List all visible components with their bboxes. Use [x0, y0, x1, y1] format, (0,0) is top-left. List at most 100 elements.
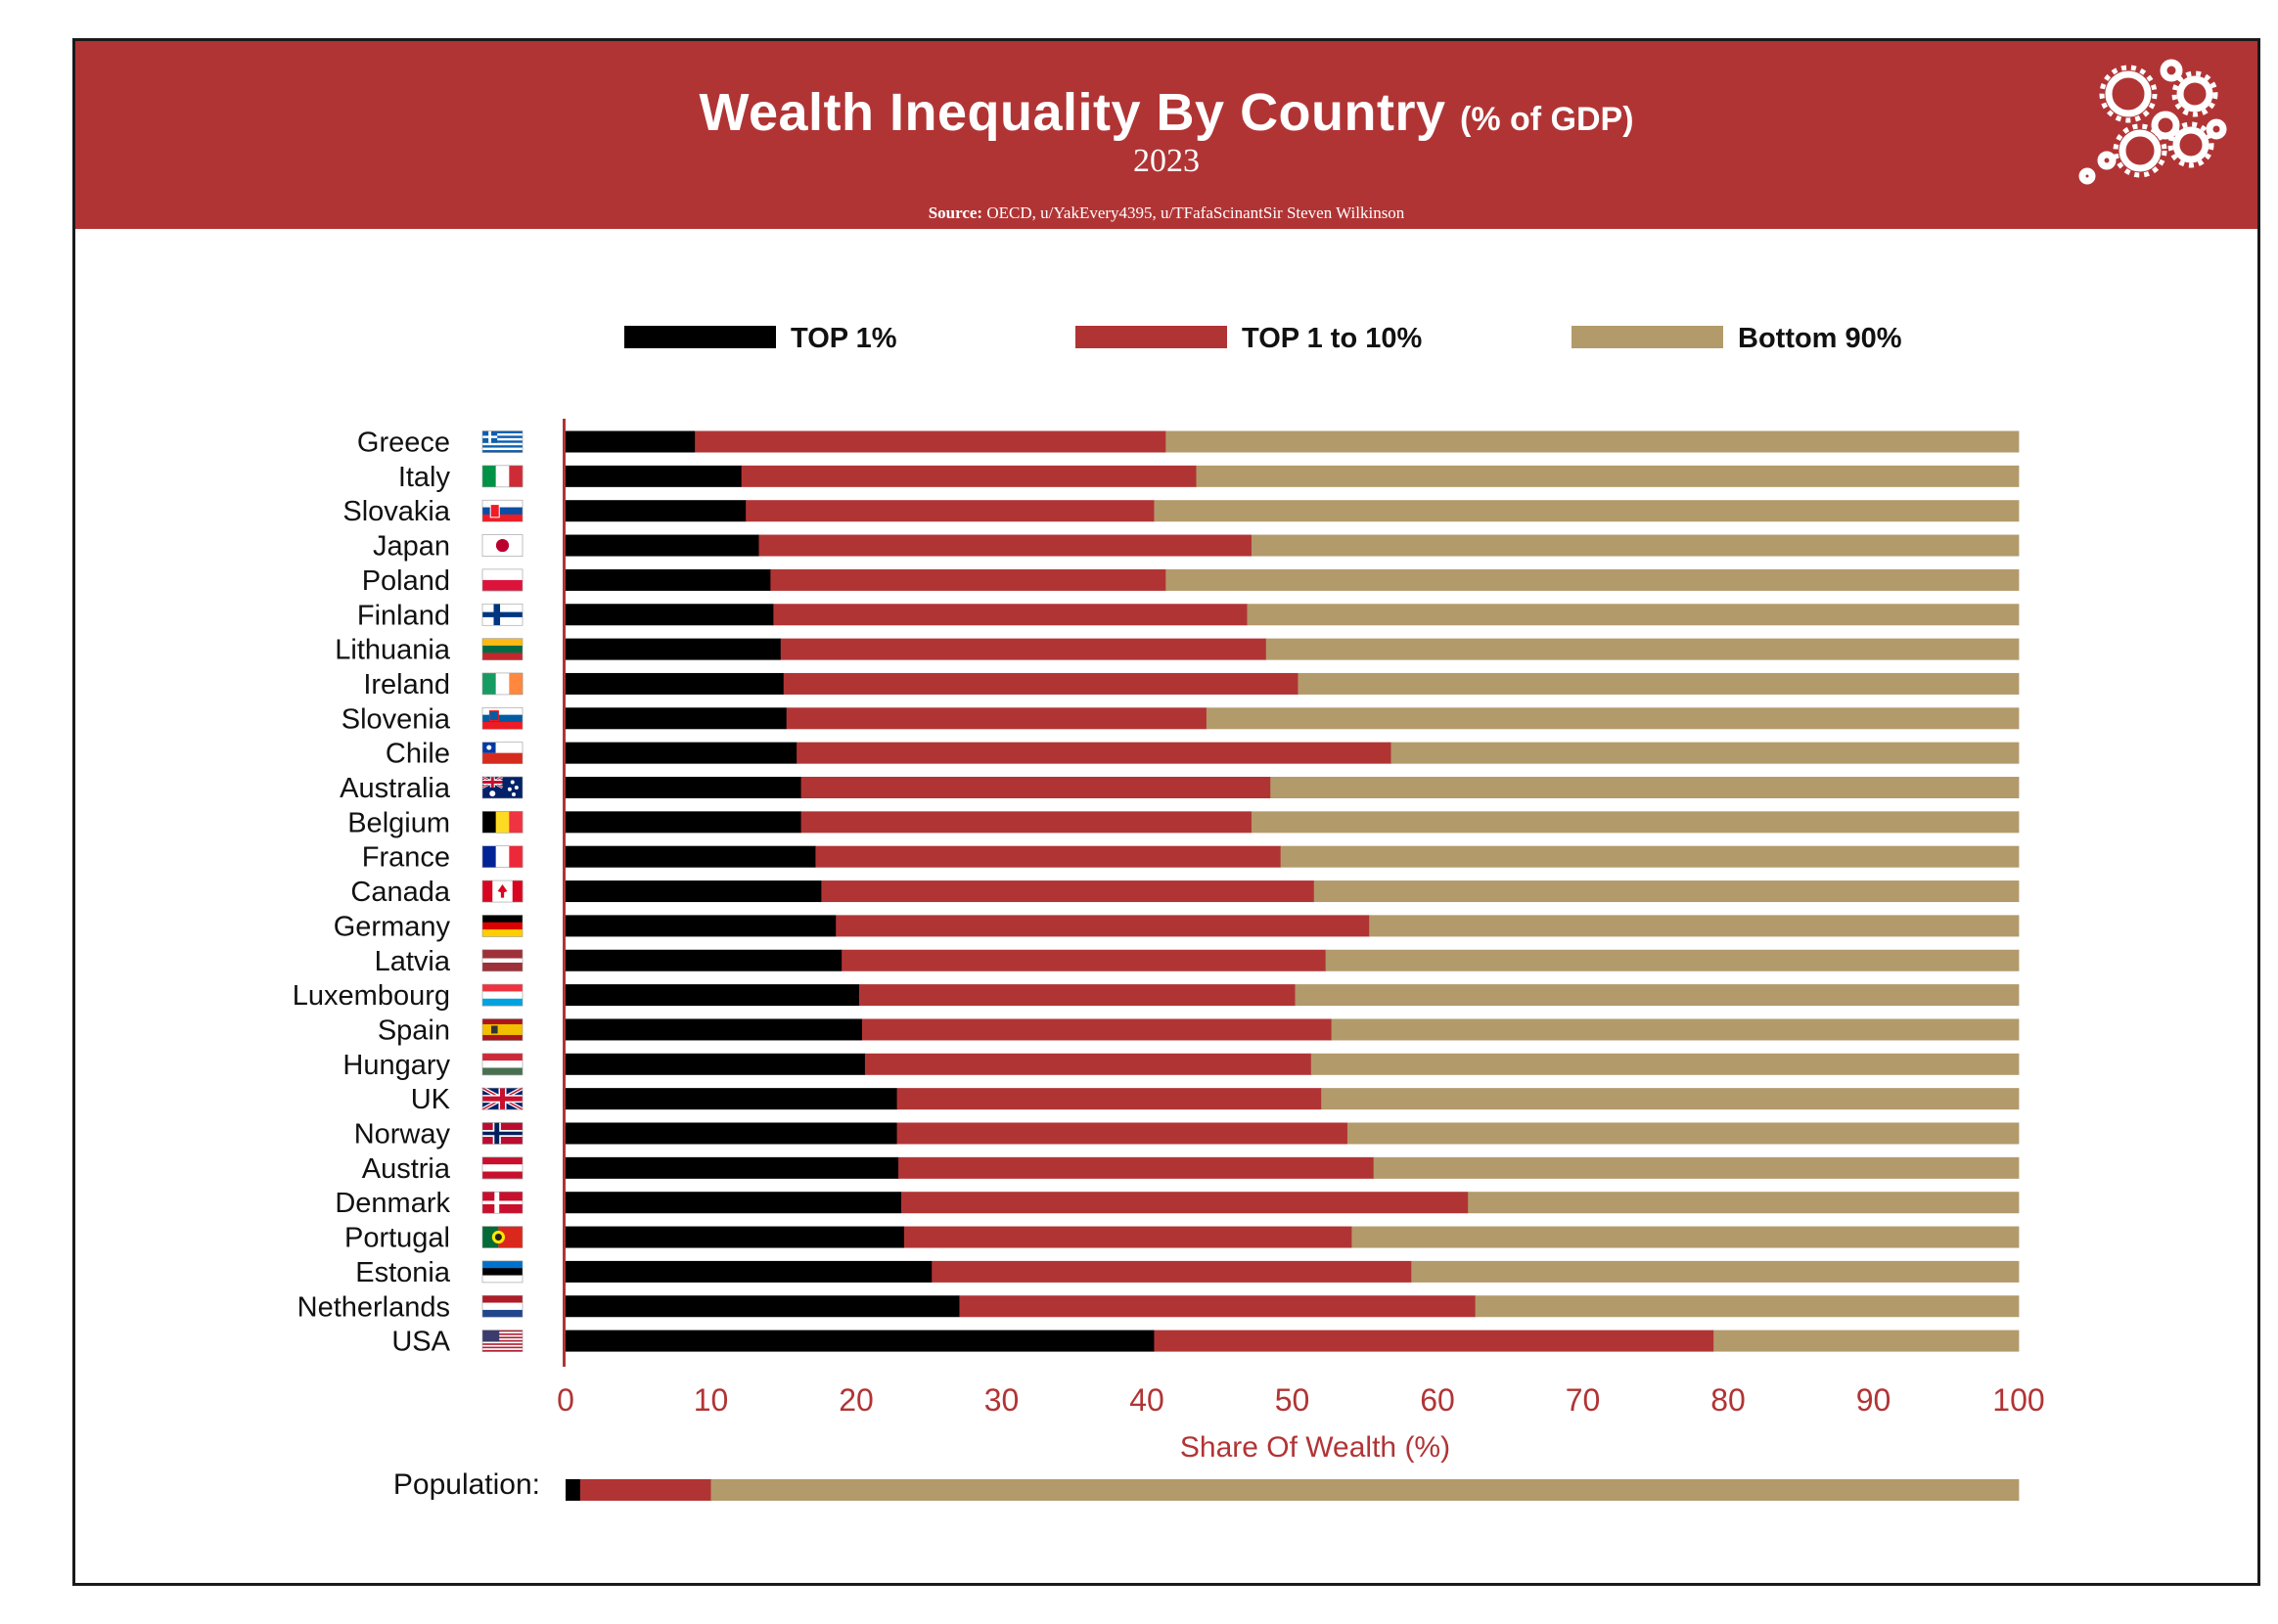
flag-icon-chile [481, 742, 524, 764]
legend-label: TOP 1% [791, 323, 897, 354]
legend-swatch [1075, 326, 1227, 348]
legend-item: TOP 1% [624, 323, 897, 354]
x-tick-label: 80 [1710, 1382, 1746, 1418]
bar-segment-top1 [566, 430, 696, 453]
bar-segment-top1 [566, 1088, 897, 1110]
flag-icon-lithuania [481, 638, 524, 660]
bar-segment-top1 [566, 568, 771, 591]
flag-icon-canada [481, 880, 524, 903]
bar-segment-bottom90 [1390, 742, 2020, 764]
flag-icon-latvia [481, 949, 524, 972]
bar-segment-top1 [566, 707, 788, 730]
bar-segment-top1 [566, 1122, 897, 1145]
bar-segment-top1 [566, 500, 747, 522]
bar-segment-bottom90 [1298, 672, 2020, 695]
bar-segment-bottom90 [1165, 430, 2020, 453]
country-label: Portugal [344, 1223, 450, 1254]
bar-segment-top1 [566, 742, 797, 764]
country-label: UK [411, 1084, 451, 1115]
country-label: Slovakia [342, 496, 450, 527]
bar-segment-bottom90 [1325, 949, 2020, 971]
flag-icon-austria [481, 1156, 524, 1180]
bar-segment-top1to10 [783, 672, 1298, 695]
flag-icon-slovenia [481, 706, 524, 730]
bar-segment-bottom90 [1411, 1260, 2020, 1283]
bar-segment-top1 [566, 984, 860, 1007]
bar-segment-bottom90 [1468, 1192, 2020, 1214]
legend-swatch [1572, 326, 1723, 348]
x-tick-label: 100 [1992, 1382, 2044, 1418]
bar-segment-top1to10 [864, 1053, 1312, 1075]
x-tick-label: 50 [1275, 1382, 1310, 1418]
country-label: Finland [357, 600, 450, 631]
flag-icon-belgium [481, 811, 524, 834]
flag-icon-france [481, 845, 524, 869]
bar-segment-top1to10 [901, 1192, 1469, 1214]
bar-row [566, 777, 2020, 798]
bar-segment-top1to10 [932, 1260, 1412, 1283]
source-text: OECD, u/YakEvery4395, u/TFafaScinantSir … [982, 203, 1405, 222]
country-label: Canada [350, 877, 450, 908]
bar-segment-bottom90 [1295, 984, 2020, 1007]
bar-segment-top1 [566, 1226, 905, 1248]
bar-segment-top1to10 [896, 1122, 1348, 1145]
bar-segment-top1 [566, 880, 822, 903]
bar-segment-top1 [566, 672, 785, 695]
x-tick-label: 40 [1129, 1382, 1164, 1418]
flag-icon-greece [481, 430, 524, 453]
country-label: Norway [354, 1119, 451, 1150]
bar-segment-bottom90 [1265, 638, 2020, 660]
x-tick-label: 90 [1856, 1382, 1891, 1418]
country-label: Lithuania [335, 635, 451, 666]
country-label: Germany [334, 911, 451, 942]
flag-icon-germany [481, 915, 524, 937]
bar-segment-top1 [566, 845, 816, 868]
bar-segment-bottom90 [1313, 880, 2020, 903]
flag-icon-denmark [481, 1191, 524, 1214]
country-label: Netherlands [297, 1291, 450, 1323]
country-label: Greece [357, 428, 450, 459]
bar-segment-top1to10 [786, 707, 1207, 730]
bar-segment-top1to10 [815, 845, 1282, 868]
flag-icon-australia [481, 775, 524, 799]
legend-item: TOP 1 to 10% [1075, 323, 1422, 354]
bar-segment-bottom90 [1351, 1226, 2020, 1248]
chart-title-unit: (% of GDP) [1460, 101, 1634, 138]
bar-segment-top1to10 [842, 949, 1327, 971]
flag-icon-finland [481, 603, 524, 626]
source-label: Source: [928, 203, 983, 222]
bar-row [566, 465, 2020, 487]
bar-row [566, 1295, 2020, 1318]
country-label: Slovenia [342, 703, 451, 735]
bar-segment-top1 [566, 638, 782, 660]
flag-icon-poland [481, 568, 524, 592]
bar-row [566, 1156, 2020, 1179]
bar-segment-top1to10 [797, 742, 1391, 764]
bar-segment-top1to10 [695, 430, 1166, 453]
bar-segment-bottom90 [1321, 1088, 2020, 1110]
bar-segment-bottom90 [1206, 707, 2020, 730]
flag-icon-luxembourg [481, 983, 524, 1007]
flag-icon-japan [481, 534, 524, 557]
country-label: Spain [378, 1015, 450, 1046]
bar-row [566, 1122, 2020, 1145]
bar-row [566, 672, 2020, 695]
bar-row [566, 845, 2020, 868]
chart-year: 2023 [1133, 143, 1200, 179]
bar-segment-top1 [566, 1260, 933, 1283]
chart-header: Wealth Inequality By Country (% of GDP) … [75, 41, 2257, 229]
bar-segment-bottom90 [1251, 534, 2020, 557]
country-label: Estonia [355, 1257, 451, 1288]
population-segment [579, 1479, 711, 1501]
bar-segment-top1to10 [858, 984, 1296, 1007]
flag-icon-norway [481, 1122, 524, 1145]
country-flags [481, 430, 524, 1352]
bar-segment-top1to10 [741, 465, 1197, 487]
country-label: USA [391, 1327, 450, 1358]
bar-row [566, 707, 2020, 730]
legend: TOP 1% TOP 1 to 10% Bottom 90% [624, 323, 1902, 354]
bar-row [566, 1226, 2020, 1248]
country-label: Ireland [363, 669, 450, 700]
flag-icon-italy [481, 465, 524, 488]
